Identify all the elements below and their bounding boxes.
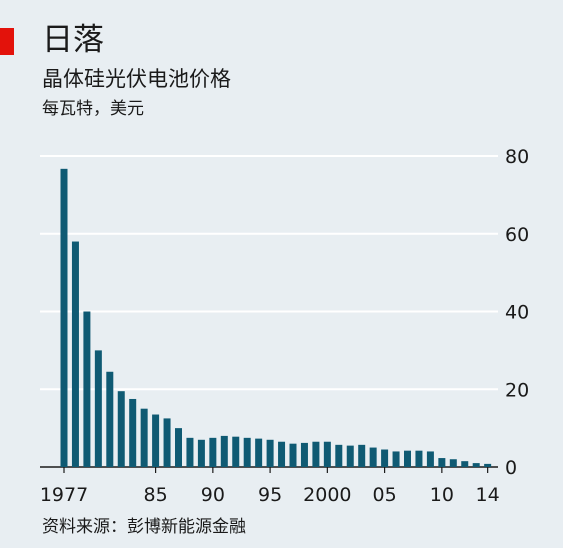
x-tick-label: 90	[201, 484, 225, 506]
bar-2005	[381, 449, 389, 467]
x-tick-label: 2000	[303, 484, 351, 506]
bar-1982	[117, 391, 125, 467]
x-tick-label: 05	[373, 484, 397, 506]
bar-1989	[197, 439, 205, 467]
bar-1986	[163, 418, 171, 467]
bar-2013	[472, 463, 480, 467]
x-tick-label: 95	[258, 484, 282, 506]
bar-1988	[186, 437, 194, 467]
y-tick-label: 60	[505, 224, 529, 246]
x-tick-label: 85	[144, 484, 168, 506]
bar-1977	[60, 168, 68, 467]
bar-1992	[232, 436, 240, 467]
x-tick-label: 1977	[40, 484, 88, 506]
chart-title: 日落	[42, 22, 104, 58]
bar-1996	[278, 441, 286, 467]
bar-1991	[220, 435, 228, 467]
bar-1978	[71, 241, 79, 467]
bar-2002	[346, 445, 354, 467]
bar-2004	[369, 447, 377, 467]
bar-2012	[461, 461, 469, 467]
bar-2003	[358, 444, 366, 467]
bar-1993	[243, 437, 251, 467]
bar-1997	[289, 443, 297, 467]
source-note: 资料来源：彭博新能源金融	[42, 517, 246, 537]
bar-1994	[255, 438, 263, 467]
bar-2014	[484, 463, 492, 467]
bar-2001	[335, 444, 343, 467]
bar-1987	[175, 428, 182, 468]
x-tick-label: 14	[476, 484, 500, 506]
chart-subtitle: 晶体硅光伏电池价格	[42, 67, 231, 91]
bar-2007	[404, 450, 411, 467]
bar-2000	[323, 441, 331, 467]
bar-2011	[449, 459, 457, 467]
bar-2008	[415, 450, 423, 467]
x-tick-label: 10	[430, 484, 454, 506]
bar-1995	[266, 439, 274, 467]
bar-1981	[106, 371, 114, 467]
bar-1979	[83, 311, 91, 467]
bar-1984	[140, 408, 148, 467]
bar-1999	[312, 441, 320, 467]
bar-2006	[392, 451, 400, 467]
bar-1980	[94, 350, 102, 468]
accent-tag	[0, 28, 14, 55]
bar-1998	[300, 442, 308, 467]
bar-1985	[152, 414, 160, 467]
bar-2010	[438, 458, 446, 467]
bar-1990	[209, 437, 217, 467]
bar-1983	[129, 398, 137, 467]
y-tick-label: 0	[505, 457, 517, 479]
y-tick-label: 20	[505, 379, 529, 401]
y-tick-label: 80	[505, 146, 529, 168]
chart-unit-label: 每瓦特，美元	[42, 99, 144, 119]
bar-2009	[426, 451, 434, 467]
y-tick-label: 40	[505, 302, 529, 324]
